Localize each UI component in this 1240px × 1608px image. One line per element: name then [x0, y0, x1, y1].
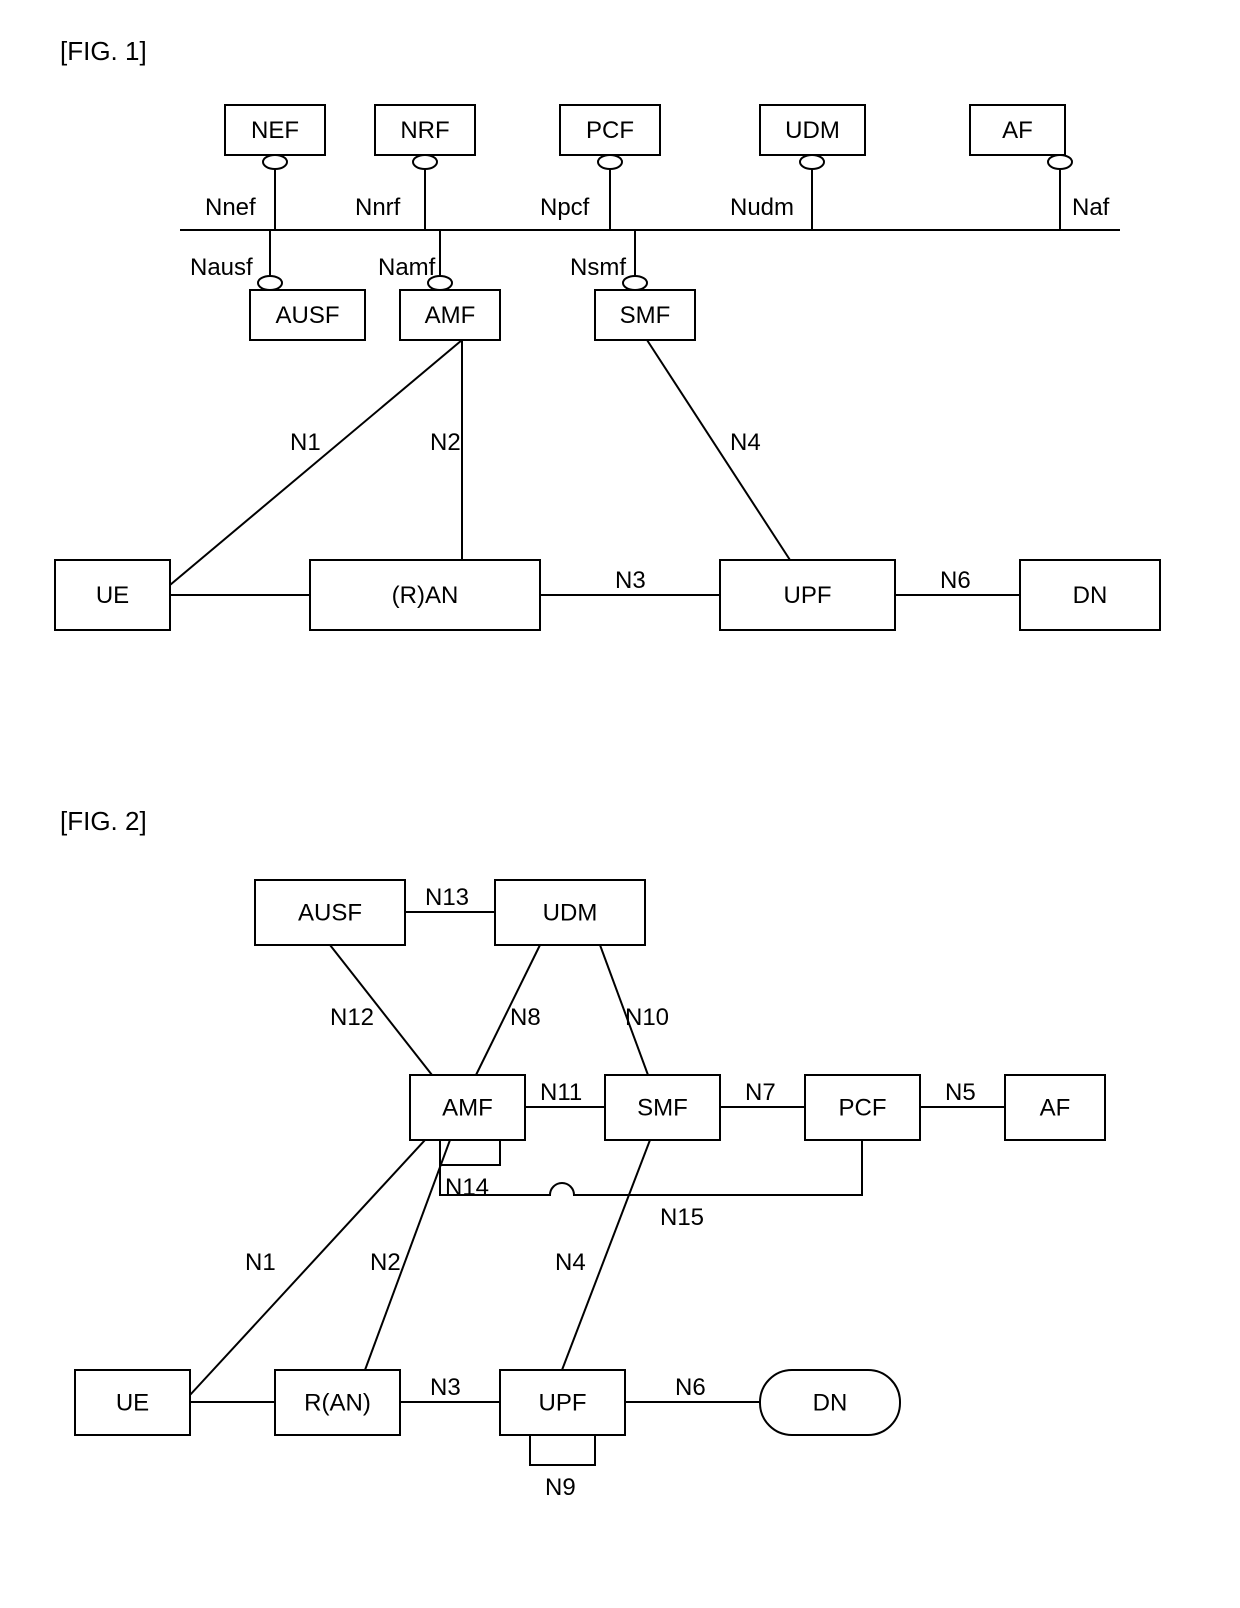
fig1-nef-connector-icon: [263, 155, 287, 169]
fig1-title: [FIG. 1]: [60, 36, 147, 66]
fig1-edge-n4-label: N4: [730, 429, 761, 456]
fig1-edge-n3-label: N3: [615, 567, 646, 594]
fig1-upf-box-label: UPF: [784, 582, 832, 609]
fig2-edge-n8-label: N8: [510, 1004, 541, 1031]
diagram-canvas: [FIG. 1] NEF Nnef NRF Nnrf PCF Npcf UDM Nudm AF Na…: [0, 0, 1240, 1608]
fig1-udm-box-label: UDM: [785, 117, 840, 144]
fig2-edge-n15-label: N15: [660, 1204, 704, 1231]
fig2-upf-box-label: UPF: [539, 1390, 587, 1417]
fig2-edge-n6-label: N6: [675, 1374, 706, 1401]
fig1-amf-iflabel: Namf: [378, 254, 436, 281]
fig1-nef-box-label: NEF: [251, 117, 299, 144]
fig1-ran-box-label: (R)AN: [392, 582, 459, 609]
fig2-edge-n1-label: N1: [245, 1249, 276, 1276]
fig2-ue-box-label: UE: [116, 1390, 149, 1417]
fig1-ausf-box-label: AUSF: [275, 302, 339, 329]
fig2-edge-n13-label: N13: [425, 884, 469, 911]
fig1-af-connector-icon: [1048, 155, 1072, 169]
fig1-af-box-label: AF: [1002, 117, 1033, 144]
fig2-selfloop-upf-label: N9: [545, 1474, 576, 1501]
fig1-edge-n1-label: N1: [290, 429, 321, 456]
fig2-edge-n12-label: N12: [330, 1004, 374, 1031]
fig2-dn-box-label: DN: [813, 1390, 848, 1417]
fig1-pcf-connector-icon: [598, 155, 622, 169]
fig1-edge-n4: [647, 340, 790, 560]
fig2-smf-box-label: SMF: [637, 1095, 688, 1122]
fig1-udm-iflabel: Nudm: [730, 194, 794, 221]
fig2-edge-n4-label: N4: [555, 1249, 586, 1276]
fig2-selfloop-amf-label: N14: [445, 1174, 489, 1201]
fig2-edge-n5-label: N5: [945, 1079, 976, 1106]
fig1-nef-iflabel: Nnef: [205, 194, 256, 221]
fig1-amf-box-label: AMF: [425, 302, 476, 329]
fig1-pcf-box-label: PCF: [586, 117, 634, 144]
fig1-nrf-iflabel: Nnrf: [355, 194, 401, 221]
fig2-edge-n15: [440, 1140, 862, 1195]
fig1-smf-connector-icon: [623, 276, 647, 290]
fig1-ue-box-label: UE: [96, 582, 129, 609]
fig2-af-box-label: AF: [1040, 1095, 1071, 1122]
fig1-nrf-box-label: NRF: [400, 117, 449, 144]
fig2-edge-n2-label: N2: [370, 1249, 401, 1276]
fig1-udm-connector-icon: [800, 155, 824, 169]
fig1-pcf-iflabel: Npcf: [540, 194, 590, 221]
fig2-title: [FIG. 2]: [60, 806, 147, 836]
fig1-edge-n1: [170, 340, 462, 585]
fig1-ausf-connector-icon: [258, 276, 282, 290]
fig1-dn-box-label: DN: [1073, 582, 1108, 609]
fig2-ausf-box-label: AUSF: [298, 900, 362, 927]
fig1-edge-n6-label: N6: [940, 567, 971, 594]
fig1-nrf-connector-icon: [413, 155, 437, 169]
fig2-edge-n10-label: N10: [625, 1004, 669, 1031]
fig2-edge-n7-label: N7: [745, 1079, 776, 1106]
fig2-udm-box-label: UDM: [543, 900, 598, 927]
fig2-edge-n3-label: N3: [430, 1374, 461, 1401]
fig2-amf-box-label: AMF: [442, 1095, 493, 1122]
fig2-pcf-box-label: PCF: [839, 1095, 887, 1122]
fig1-smf-box-label: SMF: [620, 302, 671, 329]
fig1-edge-n2-label: N2: [430, 429, 461, 456]
fig2-edge-n11-label: N11: [540, 1079, 582, 1106]
fig1-af-iflabel: Naf: [1072, 194, 1110, 221]
fig1-ausf-iflabel: Nausf: [190, 254, 253, 281]
fig2-ran-box-label: R(AN): [304, 1390, 371, 1417]
fig1-smf-iflabel: Nsmf: [570, 254, 626, 281]
fig2-selfloop-upf: [530, 1435, 595, 1465]
